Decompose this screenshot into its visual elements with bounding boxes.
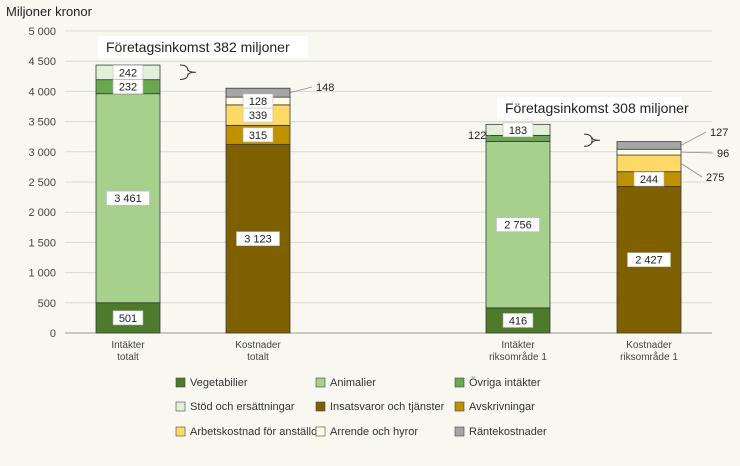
y-tick-label: 1 500 (28, 237, 56, 249)
bar-segment-arrende-och-hyror (616, 148, 682, 156)
x-axis-categories: IntäktertotaltKostnadertotaltIntäkterrik… (111, 340, 678, 363)
x-category-label: Kostnader (235, 340, 281, 351)
brace-icon (583, 133, 601, 147)
data-label: 3 123 (244, 234, 272, 246)
brace-icon (179, 64, 197, 81)
x-category-label: riksområde 1 (489, 351, 547, 363)
legend-label: Stöd och ersättningar (190, 401, 295, 413)
data-label-box (627, 252, 671, 268)
y-tick-label: 4 500 (28, 56, 56, 68)
data-label: 244 (640, 174, 658, 186)
y-tick-label: 2 500 (28, 177, 56, 189)
x-category-label: Kostnader (626, 340, 672, 351)
y-tick-label: 4 000 (28, 86, 56, 98)
legend-swatch (454, 401, 465, 412)
legend-label: Avskrivningar (469, 401, 535, 413)
y-tick-label: 0 (50, 328, 56, 340)
callout-leader (680, 151, 714, 154)
callout-leader (680, 131, 707, 146)
data-label: 128 (249, 96, 267, 108)
legend: Vegetabilier Animalier Övriga intäkter Stöd… (175, 377, 547, 438)
legend-swatch (454, 426, 465, 437)
callout-leader (680, 163, 703, 178)
legend-swatch (315, 377, 326, 388)
data-label: 2 427 (635, 255, 663, 267)
annotation-box (497, 97, 682, 119)
data-label-box (502, 313, 534, 328)
callout-label: 96 (717, 148, 729, 160)
data-label-box (112, 79, 144, 94)
callout-label: 148 (316, 82, 334, 94)
data-label: 315 (249, 130, 267, 142)
legend-swatch (175, 401, 186, 412)
y-tick-label: 1 000 (28, 268, 56, 280)
data-label: 416 (509, 315, 527, 327)
data-label-box (502, 122, 534, 138)
annotation-box (98, 36, 308, 58)
data-label: 232 (119, 82, 137, 94)
legend-label: Insatsvaror och tjänster (330, 401, 445, 413)
legend-swatch (315, 401, 326, 412)
data-label: 339 (249, 110, 267, 122)
bar-segment-räntekostnader (616, 141, 682, 150)
data-label: 183 (509, 125, 527, 137)
gridlines (65, 30, 712, 334)
y-tick-label: 3 000 (28, 147, 56, 159)
data-label-box (236, 231, 280, 246)
callout-label: 275 (706, 172, 724, 184)
data-label-box (112, 310, 144, 326)
legend-label: Övriga intäkter (469, 377, 541, 389)
data-label: 501 (119, 313, 137, 325)
callout-leader (485, 134, 491, 139)
legend-swatch (454, 377, 465, 388)
data-label-box (106, 190, 150, 206)
x-category-label: Intäkter (501, 340, 535, 351)
y-tick-label: 500 (38, 298, 56, 310)
data-label: 2 756 (504, 220, 532, 232)
callout-label: 122 (468, 130, 486, 142)
y-axis-ticks: 0 500 1 000 1 500 2 000 2 500 3 000 3 500 4 000 4… (28, 26, 56, 340)
legend-swatch (315, 426, 326, 437)
x-category-label: totalt (247, 352, 269, 363)
data-labels: 501 416 3 461 2 756 232 242 183 3 123 2 427 315 24… (106, 65, 671, 328)
data-label-box (112, 65, 144, 80)
data-label-box (496, 217, 540, 232)
y-tick-label: 2 000 (28, 207, 56, 219)
x-category-label: totalt (117, 352, 139, 363)
callout-label: 127 (710, 127, 728, 139)
data-label: 3 461 (114, 193, 142, 205)
x-category-label: Intäkter (111, 340, 145, 351)
legend-label: Räntekostnader (469, 426, 547, 438)
callout-leader (289, 86, 313, 94)
legend-label: Vegetabilier (190, 377, 248, 389)
legend-label: Animalier (330, 377, 376, 389)
data-label-box (242, 127, 274, 143)
data-label: 242 (119, 67, 137, 79)
data-label-box (242, 93, 274, 109)
legend-swatch (175, 426, 186, 437)
data-label-box (633, 171, 665, 187)
annotation-text: Företagsinkomst 382 miljoner (106, 39, 290, 55)
y-axis-label: Miljoner kronor (6, 4, 93, 19)
legend-label: Arrende och hyror (330, 426, 418, 438)
bar-segment-arbetskostnad-för-anställda (616, 154, 682, 173)
legend-label: Arbetskostnad för anställda (190, 426, 324, 438)
x-category-label: riksområde 1 (620, 351, 678, 363)
annotations: Företagsinkomst 382 miljoner Företagsinko… (98, 36, 689, 147)
legend-swatch (175, 377, 186, 388)
y-tick-label: 5 000 (28, 26, 56, 38)
annotation-text: Företagsinkomst 308 miljoner (505, 100, 689, 116)
y-tick-label: 3 500 (28, 117, 56, 129)
callouts: 148 122 127 96 275 (289, 82, 729, 184)
